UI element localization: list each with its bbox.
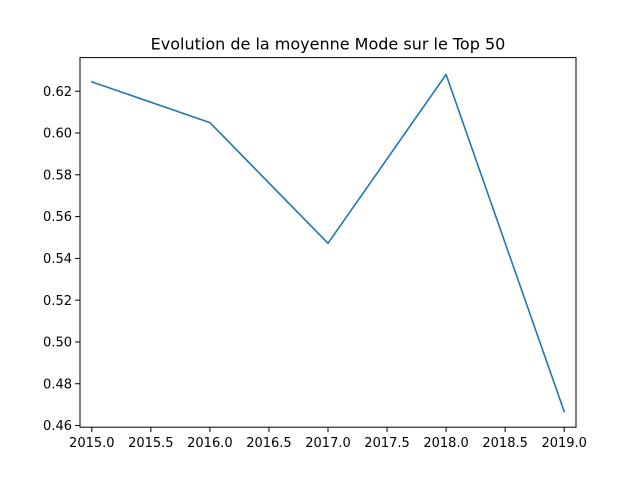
y-tick-label: 0.48 [43, 377, 72, 392]
x-tick-label: 2017.0 [305, 436, 351, 451]
x-tick-label: 2015.5 [128, 436, 174, 451]
series-line [90, 73, 566, 413]
x-tick-label: 2016.5 [246, 436, 292, 451]
y-tick-label: 0.62 [43, 85, 72, 100]
x-tick-label: 2016.0 [187, 436, 233, 451]
x-tick-label: 2017.5 [364, 436, 410, 451]
y-tick-label: 0.60 [43, 127, 72, 142]
x-tick-label: 2018.0 [423, 436, 469, 451]
x-tick-label: 2018.5 [482, 436, 528, 451]
plot-area: 2015.0 2015.5 2016.0 2016.5 2017.0 2017.5 2018… [43, 73, 587, 451]
y-tick-label: 0.46 [43, 419, 72, 434]
chart-title: Evolution de la moyenne Mode sur le Top … [151, 35, 506, 54]
x-tick-label: 2015.0 [69, 436, 115, 451]
y-tick-label: 0.50 [43, 336, 72, 351]
y-tick-label: 0.56 [43, 210, 72, 225]
y-tick-label: 0.54 [43, 252, 72, 267]
y-tick-label: 0.52 [43, 294, 72, 309]
x-tick-label: 2019.0 [541, 436, 587, 451]
y-tick-label: 0.58 [43, 168, 72, 183]
axes-frame [79, 57, 577, 428]
